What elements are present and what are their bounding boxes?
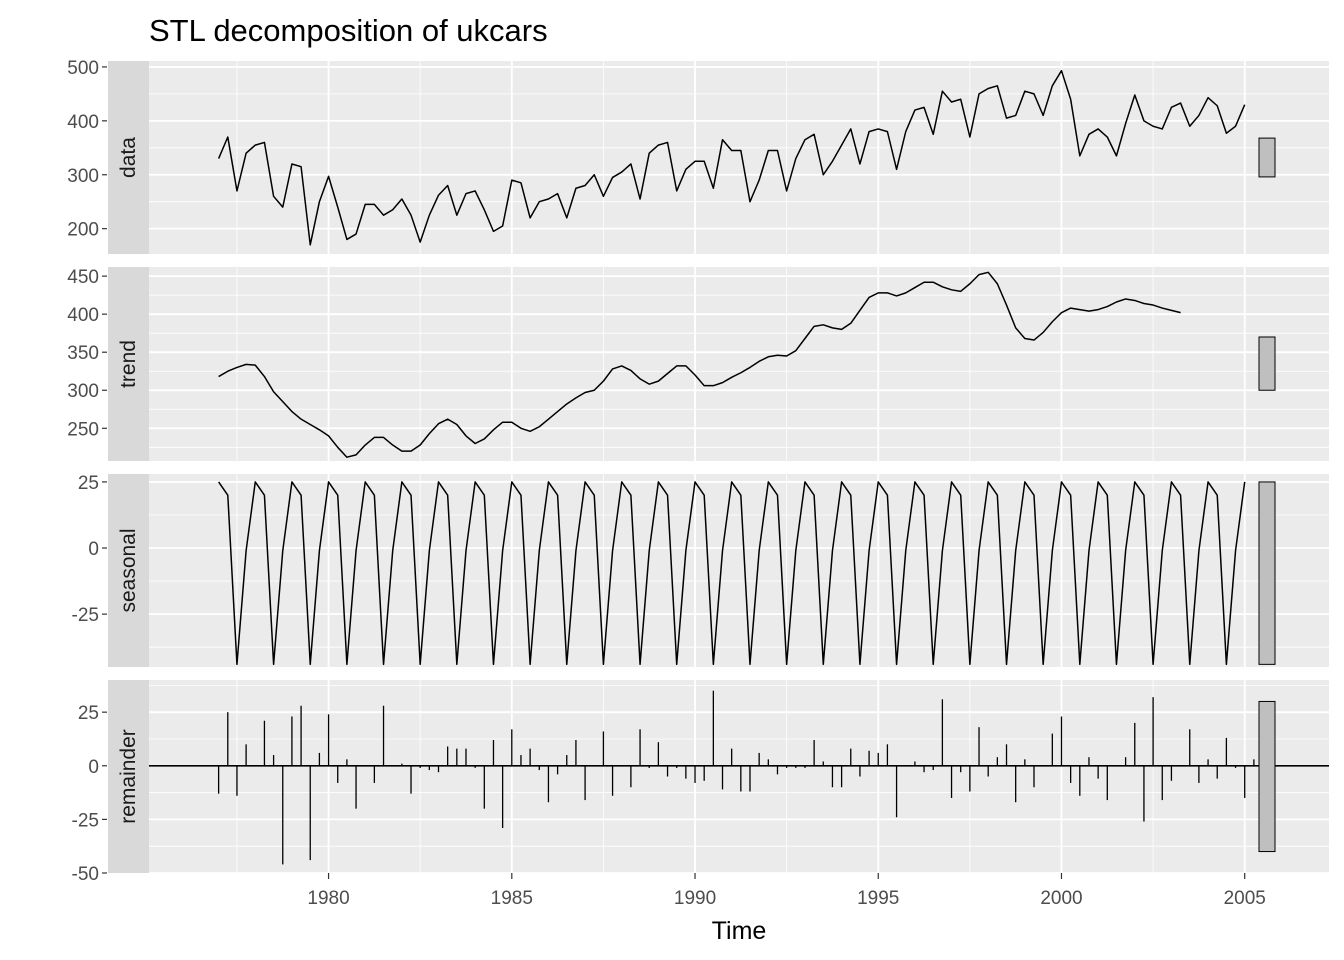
- series-line-data: [217, 69, 1246, 246]
- range-bar-remainder: [1258, 700, 1276, 853]
- panel-trend: 250 300 350 400 450 trend: [67, 267, 1329, 461]
- panel-seasonal: 25 0 -25 seasonal: [72, 473, 1329, 667]
- y-tick-label: 400: [67, 112, 99, 133]
- strip-background: [108, 474, 149, 667]
- x-tick-label: 2005: [1224, 888, 1266, 909]
- y-tick-label: 0: [88, 757, 99, 778]
- y-tick-label: 200: [67, 220, 99, 241]
- x-axis: 1980 1985 1990 1995 2000 2005: [307, 873, 1266, 909]
- range-bar-data: [1258, 137, 1276, 178]
- y-tick-label: 0: [88, 539, 99, 560]
- y-tick-label: -25: [72, 810, 99, 831]
- y-tick-label: 350: [67, 343, 99, 364]
- y-tick-label: 250: [67, 419, 99, 440]
- x-tick-label: 1985: [491, 888, 533, 909]
- strip-label-seasonal: seasonal: [117, 528, 140, 612]
- series-line-seasonal: [218, 481, 1246, 666]
- y-tick-label: 500: [67, 58, 99, 79]
- strip-background: [108, 680, 149, 873]
- x-axis-title: Time: [712, 917, 767, 945]
- x-tick-label: 1980: [307, 888, 349, 909]
- strip-label-trend: trend: [117, 340, 140, 388]
- strip-background: [108, 61, 149, 254]
- panel-background: [149, 61, 1329, 254]
- panels-group: 200300400500data250300350400450trend250-…: [67, 58, 1329, 885]
- x-tick-label: 1990: [674, 888, 716, 909]
- y-tick-label: 25: [78, 473, 99, 494]
- y-tick-label: -50: [72, 864, 99, 885]
- range-bar-seasonal: [1258, 481, 1276, 665]
- x-tick-label: 2000: [1040, 888, 1082, 909]
- panel-background: [149, 267, 1329, 461]
- panel-remainder: 25 0 -25 -50 remainder: [72, 680, 1329, 885]
- strip-label-data: data: [117, 137, 140, 178]
- y-tick-label: -25: [72, 605, 99, 626]
- y-tick-label: 25: [78, 703, 99, 724]
- y-tick-label: 400: [67, 305, 99, 326]
- y-tick-label: 300: [67, 381, 99, 402]
- y-tick-label: 450: [67, 267, 99, 288]
- x-tick-label: 1995: [857, 888, 899, 909]
- strip-label-remainder: remainder: [117, 729, 140, 824]
- range-bar-trend: [1258, 336, 1276, 391]
- panel-data: 200 300 400 500 data: [67, 58, 1329, 254]
- strip-background: [108, 267, 149, 461]
- series-line-trend: [218, 271, 1181, 458]
- y-tick-label: 300: [67, 166, 99, 187]
- chart-title: STL decomposition of ukcars: [149, 13, 548, 48]
- panel-background: [149, 680, 1329, 873]
